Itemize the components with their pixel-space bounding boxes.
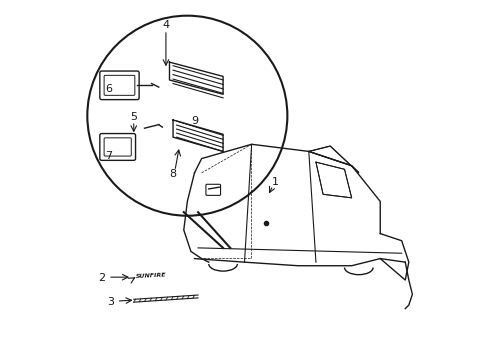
Text: 9: 9 — [190, 116, 198, 126]
Text: 8: 8 — [169, 168, 176, 179]
Text: 4: 4 — [162, 19, 169, 30]
Text: 6: 6 — [105, 84, 112, 94]
Polygon shape — [308, 146, 358, 173]
Text: SUNFIRE: SUNFIRE — [135, 273, 166, 279]
Polygon shape — [315, 162, 351, 198]
Text: 3: 3 — [107, 297, 114, 307]
Text: 7: 7 — [105, 151, 112, 161]
Text: 1: 1 — [271, 177, 278, 187]
Text: 5: 5 — [130, 112, 137, 122]
Text: 2: 2 — [98, 273, 105, 283]
